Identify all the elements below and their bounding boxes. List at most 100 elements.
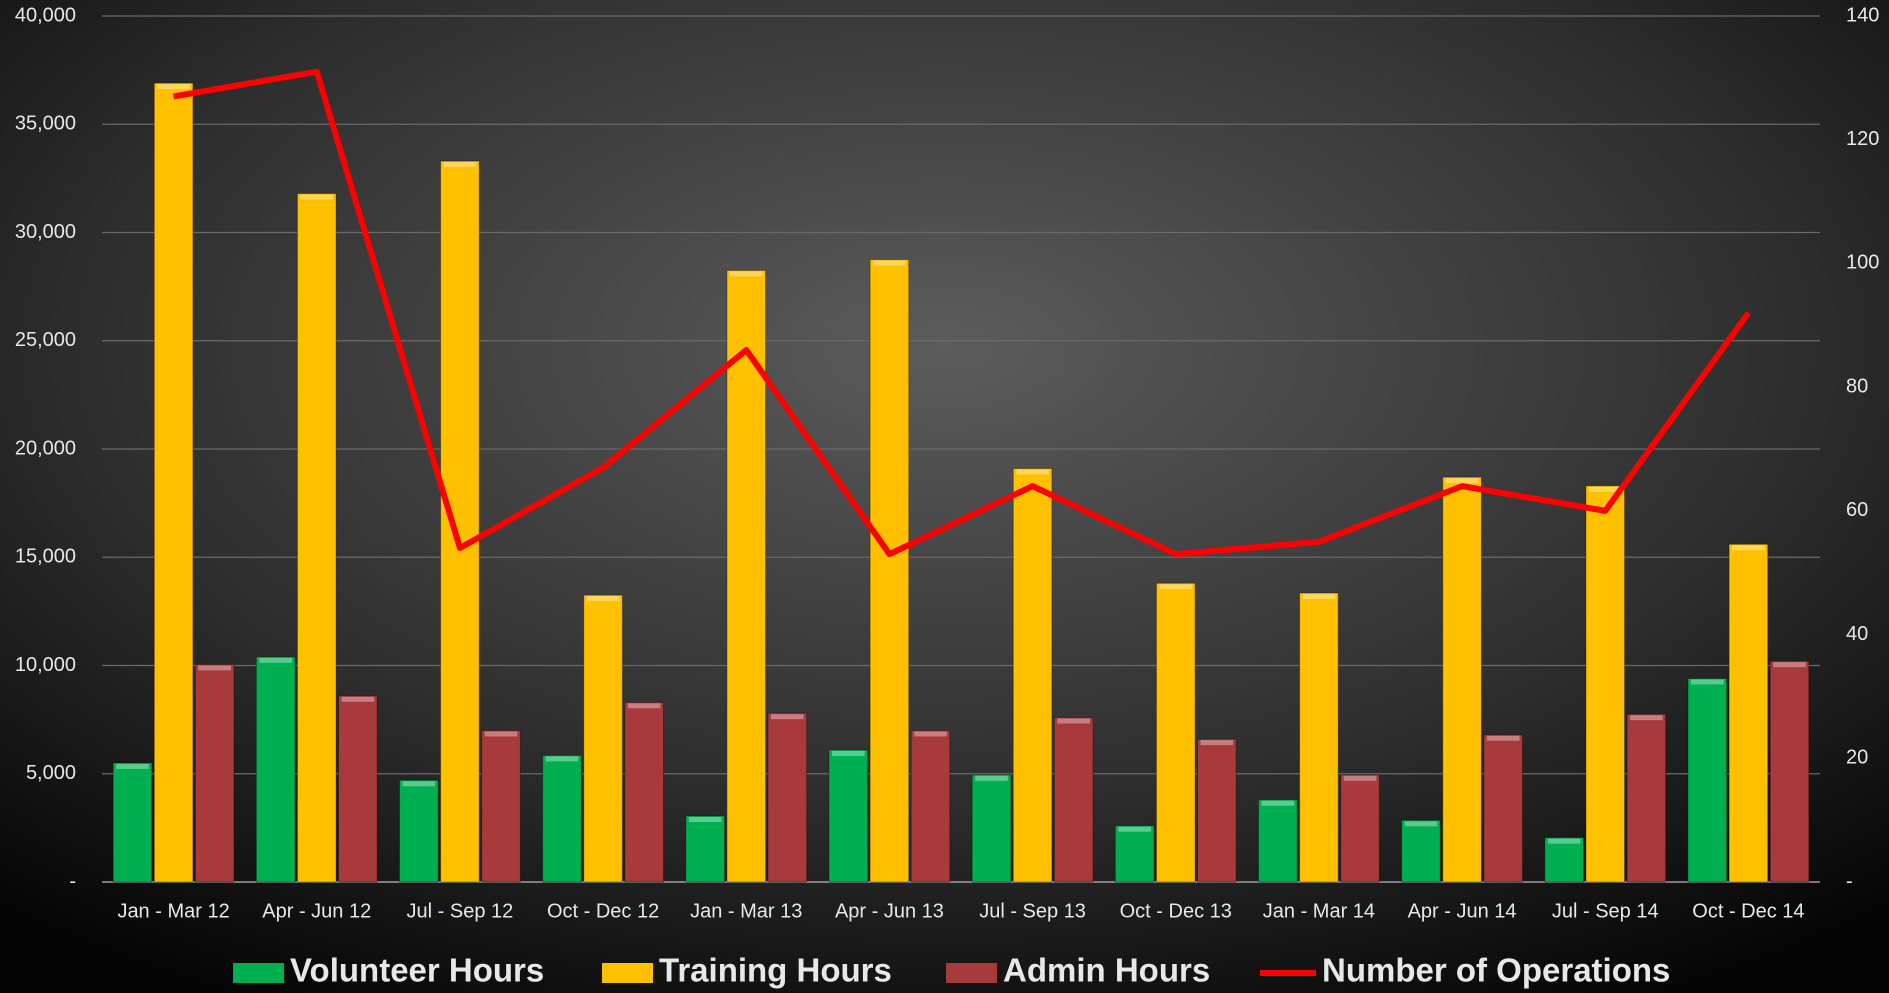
bar <box>1728 543 1769 883</box>
x-tick-label: Jul - Sep 12 <box>407 900 514 922</box>
bar <box>1114 825 1155 883</box>
bar <box>153 82 194 883</box>
bar-highlight <box>873 260 906 266</box>
bar <box>1053 716 1094 883</box>
bar <box>1401 819 1441 883</box>
bar <box>583 594 623 883</box>
bar-highlight <box>157 84 190 90</box>
bar <box>338 695 378 883</box>
bar-highlight <box>484 731 518 737</box>
bar-highlight <box>341 696 375 702</box>
x-tick-label: Oct - Dec 13 <box>1120 900 1232 922</box>
bar-highlight <box>914 731 947 737</box>
bar <box>828 749 869 883</box>
bar-highlight <box>688 816 722 822</box>
y-tick-label: 5,000 <box>26 762 76 784</box>
bar-highlight <box>771 714 804 720</box>
x-tick-label: Jan - Mar 14 <box>1263 900 1375 922</box>
bar-highlight <box>832 750 865 756</box>
bar-highlight <box>1547 838 1581 844</box>
bar <box>1299 592 1339 883</box>
bar <box>1687 677 1728 883</box>
x-tick-label: Jan - Mar 13 <box>690 900 802 922</box>
y2-tick-label: - <box>1846 870 1853 892</box>
bar <box>1258 799 1298 883</box>
bar-highlight <box>1732 545 1765 551</box>
x-tick-label: Oct - Dec 12 <box>547 900 659 922</box>
bar <box>685 815 725 883</box>
bar <box>481 729 521 883</box>
bar <box>1769 660 1810 883</box>
bar-highlight <box>1445 478 1479 484</box>
bar <box>1340 774 1380 883</box>
x-tick-label: Apr - Jun 14 <box>1408 900 1517 922</box>
bar-highlight <box>1691 679 1724 685</box>
y2-tick-label: 60 <box>1846 499 1868 521</box>
legend-swatch <box>946 963 997 983</box>
bar <box>255 656 296 883</box>
bar <box>542 754 582 883</box>
x-tick-label: Jul - Sep 13 <box>979 900 1086 922</box>
bar-highlight <box>729 271 763 277</box>
y2-tick-label: 80 <box>1846 375 1868 397</box>
bar-highlight <box>1773 662 1806 668</box>
bar-highlight <box>198 665 231 671</box>
y2-tick-label: 20 <box>1846 747 1868 769</box>
bar-highlight <box>402 781 436 787</box>
y-tick-label: 10,000 <box>15 654 76 676</box>
legend-label: Training Hours <box>659 952 892 989</box>
bar <box>910 729 951 883</box>
y-tick-label: 40,000 <box>15 4 76 26</box>
bar-highlight <box>259 657 292 663</box>
bar-highlight <box>627 703 661 709</box>
bar-highlight <box>1057 718 1090 724</box>
bar-highlight <box>1404 821 1438 827</box>
x-tick-label: Apr - Jun 12 <box>262 900 371 922</box>
bar <box>296 193 337 883</box>
bar-highlight <box>975 775 1008 781</box>
bar-highlight <box>300 194 334 200</box>
bar <box>1585 485 1626 883</box>
x-tick-label: Jan - Mar 12 <box>117 900 229 922</box>
y-tick-label: 15,000 <box>15 546 76 568</box>
y-tick-label: 25,000 <box>15 329 76 351</box>
legend-label: Volunteer Hours <box>290 952 544 989</box>
bar-highlight <box>1343 775 1377 781</box>
bar-highlight <box>1486 735 1520 741</box>
y2-tick-label: 120 <box>1846 128 1879 150</box>
y-tick-label: 35,000 <box>15 113 76 135</box>
bar-highlight <box>586 596 620 602</box>
bar <box>1155 582 1196 883</box>
bar-highlight <box>1630 715 1663 721</box>
x-tick-label: Oct - Dec 14 <box>1692 900 1804 922</box>
y-tick-label: 30,000 <box>15 221 76 243</box>
bar-highlight <box>1302 593 1336 599</box>
bar <box>399 779 439 883</box>
legend-label: Number of Operations <box>1322 952 1670 989</box>
y2-tick-label: 140 <box>1846 4 1879 26</box>
bar-highlight <box>545 756 579 762</box>
bar <box>1442 476 1482 883</box>
bar-highlight <box>1118 826 1151 832</box>
bar-highlight <box>1159 584 1193 590</box>
legend-label: Admin Hours <box>1003 952 1210 989</box>
bar <box>624 701 664 883</box>
bar <box>767 712 808 883</box>
bar-highlight <box>1016 469 1049 475</box>
bar <box>1544 837 1584 883</box>
bar <box>1012 467 1053 883</box>
bar-highlight <box>1200 740 1234 746</box>
bar <box>1483 734 1523 883</box>
bar <box>440 160 480 883</box>
bar <box>1626 713 1667 883</box>
bar <box>869 259 910 883</box>
bar-highlight <box>116 763 149 769</box>
bar <box>1197 738 1237 883</box>
line <box>173 68 1751 558</box>
y2-tick-label: 40 <box>1846 623 1868 645</box>
bar-highlight <box>1588 486 1622 492</box>
bar <box>194 663 235 883</box>
x-tick-label: Jul - Sep 14 <box>1552 900 1659 922</box>
bar-highlight <box>1261 800 1295 806</box>
